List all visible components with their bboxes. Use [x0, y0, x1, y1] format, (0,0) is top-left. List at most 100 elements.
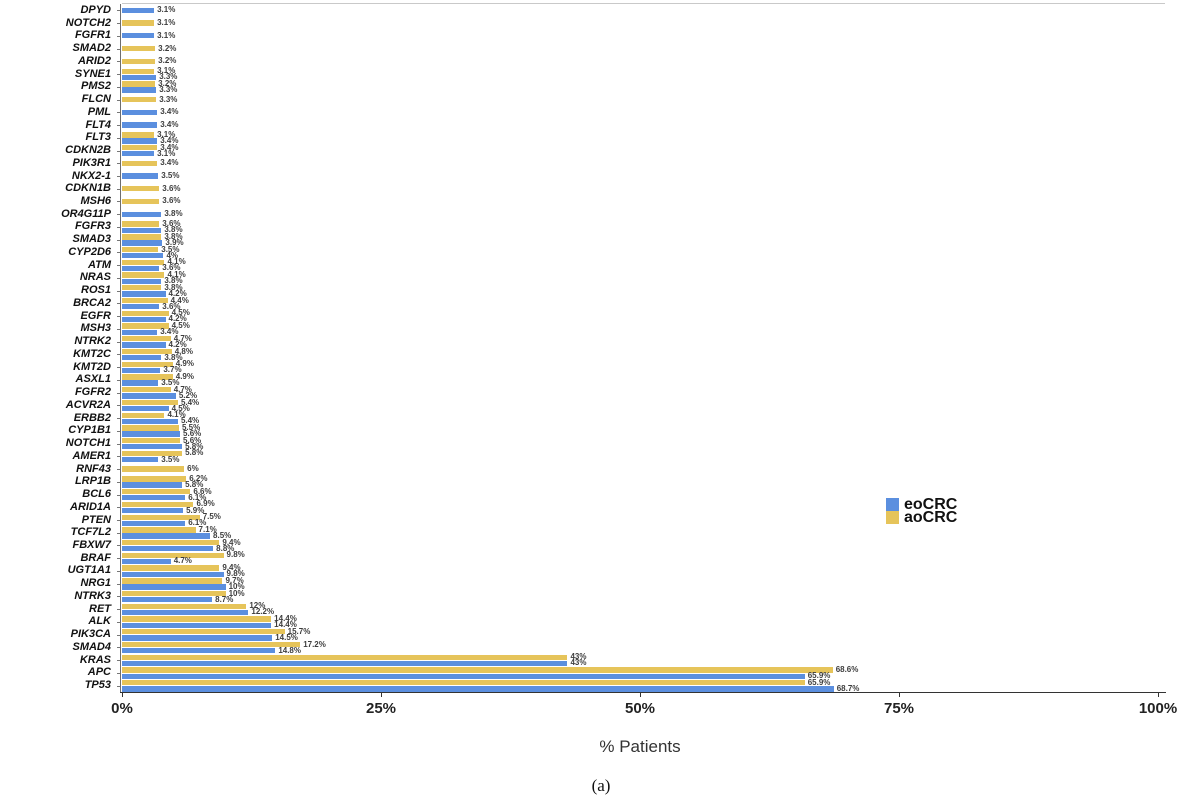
- value-label: 4.7%: [173, 556, 192, 566]
- gene-label: PIK3R1: [72, 156, 111, 169]
- bar-aocrc: 7.5%: [122, 513, 221, 521]
- bar-eocrc: 5.2%: [122, 391, 197, 399]
- value-label: 3.4%: [160, 136, 179, 146]
- gene-tick: [117, 277, 120, 279]
- gene-tick: [117, 10, 120, 12]
- gene-tick: [117, 532, 120, 534]
- x-tick-label: 0%: [111, 700, 133, 717]
- gene-label: ARID2: [77, 54, 111, 67]
- gene-tick: [117, 112, 120, 114]
- value-label: 3.4%: [160, 158, 179, 168]
- gene-tick: [117, 188, 120, 190]
- gene-tick: [117, 685, 120, 687]
- value-label: 5.8%: [185, 480, 204, 490]
- bar-eocrc: 3.6%: [122, 302, 181, 310]
- value-label: 3.3%: [159, 72, 178, 82]
- gene-tick: [117, 609, 120, 611]
- gene-label: MSH3: [80, 322, 111, 335]
- bar-aocrc: 4.5%: [122, 322, 190, 330]
- bar-aocrc: 3.1%: [122, 67, 175, 75]
- value-label: 68.6%: [835, 665, 859, 675]
- bar-aocrc: 5.5%: [122, 423, 200, 431]
- bar-aocrc: 3.6%: [122, 220, 181, 228]
- gene-label: PML: [87, 105, 111, 118]
- legend-label-aocrc: aoCRC: [904, 508, 958, 526]
- value-label: 5.2%: [178, 390, 198, 400]
- bar-aocrc: 4.8%: [122, 347, 193, 355]
- gene-label: EGFR: [80, 309, 111, 322]
- bar-eocrc: 14.8%: [122, 646, 301, 654]
- bar-aocrc: 10%: [122, 589, 245, 597]
- bar-aocrc: 4.1%: [122, 271, 186, 279]
- value-label: 4.1%: [167, 270, 186, 280]
- value-label: 3.1%: [157, 66, 176, 76]
- gene-tick: [117, 99, 120, 101]
- gene-tick: [117, 596, 120, 598]
- x-tick-label: 25%: [365, 700, 397, 717]
- value-label: 6.1%: [188, 518, 207, 528]
- bar-aocrc: 12%: [122, 602, 265, 610]
- gene-tick: [117, 456, 120, 458]
- gene-label: ARID1A: [70, 500, 111, 513]
- bar-aocrc: 3.1%: [122, 130, 175, 138]
- bar-aocrc: 4.5%: [122, 309, 190, 317]
- gene-label: SYNE1: [74, 67, 111, 80]
- bar-aocrc: 14.4%: [122, 615, 297, 623]
- value-label: 12.2%: [251, 607, 275, 617]
- gene-tick: [117, 520, 120, 521]
- x-tick-mark: [1158, 693, 1159, 697]
- value-label: 17.2%: [303, 639, 326, 649]
- gene-label: NTRK3: [74, 589, 111, 602]
- value-label: 10%: [228, 581, 245, 591]
- gene-label: FGFR2: [74, 386, 111, 399]
- gene-label: CYP1B1: [68, 424, 111, 437]
- gene-label: BCL6: [82, 488, 111, 501]
- bar-aocrc: 4.9%: [122, 373, 194, 381]
- value-label: 4.8%: [174, 346, 193, 356]
- legend: eoCRC aoCRC: [886, 496, 958, 526]
- value-label: 3.6%: [162, 196, 181, 206]
- bar-eocrc: 5.9%: [122, 506, 204, 514]
- value-label: 3.8%: [164, 282, 183, 292]
- bar-eocrc: 5.8%: [122, 481, 203, 489]
- value-label: 4.9%: [175, 372, 194, 382]
- value-label: 5.9%: [186, 505, 205, 515]
- gene-tick: [117, 469, 120, 471]
- gene-label: KMT2D: [73, 360, 111, 373]
- gene-label: NRAS: [79, 271, 111, 284]
- bar-aocrc: 4.1%: [122, 411, 186, 419]
- gene-tick: [117, 48, 120, 50]
- value-label: 9.7%: [225, 575, 244, 585]
- value-label: 15.7%: [287, 626, 311, 636]
- value-label: 14.5%: [275, 632, 298, 642]
- value-label: 4.9%: [175, 359, 194, 369]
- value-label: 9.4%: [222, 537, 241, 547]
- gene-tick: [117, 494, 120, 496]
- gene-label: SMAD2: [72, 42, 111, 55]
- bar-eocrc: 14.4%: [122, 621, 297, 629]
- gene-tick: [117, 379, 120, 381]
- gene-label: ACVR2A: [65, 398, 111, 411]
- value-label: 9.8%: [226, 550, 245, 560]
- bar-eocrc: 4.2%: [122, 289, 187, 297]
- bar-eocrc: 3.3%: [122, 86, 177, 94]
- value-label: 4.2%: [168, 339, 187, 349]
- gene-label: BRAF: [80, 551, 111, 564]
- value-label: 68.7%: [836, 683, 860, 693]
- bar-aocrc: 4.7%: [122, 334, 192, 342]
- gene-label: NRG1: [80, 577, 111, 590]
- value-label: 6.1%: [188, 492, 207, 502]
- value-label: 4.2%: [168, 314, 187, 324]
- bar-eocrc: 65.9%: [122, 672, 830, 680]
- bar-aocrc: 68.6%: [122, 666, 858, 674]
- gene-tick: [117, 430, 120, 432]
- gene-tick: [117, 290, 120, 292]
- bar-eocrc: 3.8%: [122, 210, 183, 218]
- gene-label: APC: [87, 666, 111, 679]
- eocrc-swatch: [886, 498, 899, 511]
- gene-tick: [117, 226, 120, 228]
- bar-eocrc: 3.8%: [122, 353, 183, 361]
- value-label: 4.5%: [171, 321, 190, 331]
- gene-tick: [117, 150, 120, 152]
- gene-label: UGT1A1: [67, 564, 111, 577]
